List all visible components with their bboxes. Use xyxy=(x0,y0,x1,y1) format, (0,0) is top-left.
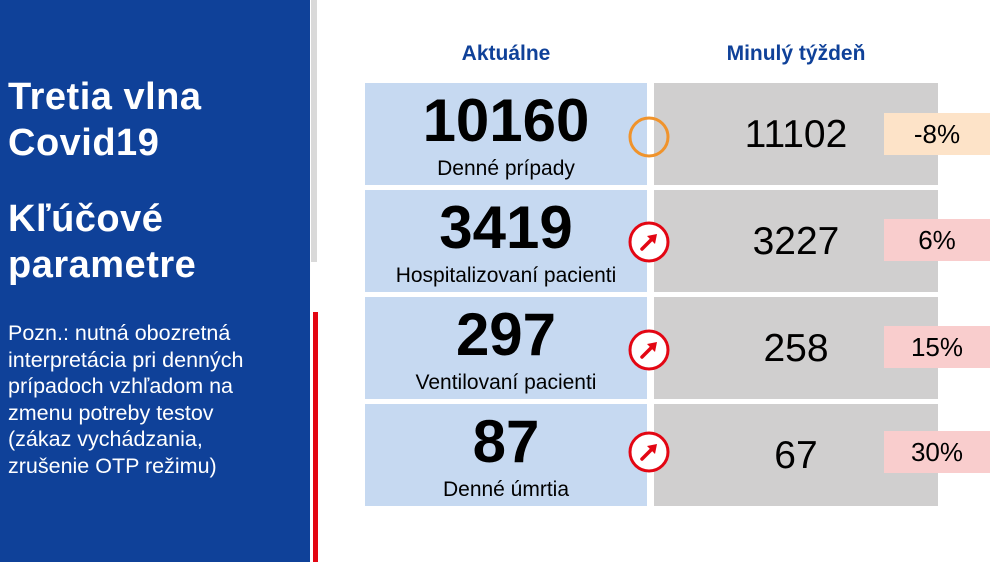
slide-subtitle-line-2: parametre xyxy=(8,244,197,286)
column-header-last-week: Minulý týždeň xyxy=(726,42,866,65)
current-cell-daily-cases: 10160 Denné prípady xyxy=(365,83,647,185)
current-value: 297 xyxy=(455,301,557,368)
column-header-current: Aktuálne xyxy=(461,42,551,65)
note-line: prípadoch vzhľadom na xyxy=(8,374,233,398)
current-cell-ventilated: 297 Ventilovaní pacienti xyxy=(365,297,647,399)
last-week-value: 258 xyxy=(763,327,829,370)
last-week-value: 11102 xyxy=(744,113,848,156)
change-badge: 30% xyxy=(884,431,990,473)
metric-label: Ventilovaní pacienti xyxy=(415,371,597,394)
divider-red xyxy=(313,312,318,562)
current-cell-hospitalized: 3419 Hospitalizovaní pacienti xyxy=(365,190,647,292)
slide-title-line-2: Covid19 xyxy=(8,122,160,164)
current-value: 3419 xyxy=(439,194,573,261)
current-value: 87 xyxy=(472,408,540,475)
slide-subtitle: Kľúčové parametre xyxy=(8,196,308,288)
change-badge: 15% xyxy=(884,326,990,368)
divider-gray xyxy=(311,0,317,262)
last-week-value: 67 xyxy=(774,434,818,477)
note-line: zmenu potreby testov xyxy=(8,400,214,425)
neutral-circle-icon xyxy=(628,116,670,158)
metric-label: Hospitalizovaní pacienti xyxy=(395,264,617,287)
trend-up-arrow-icon xyxy=(628,221,670,263)
note-line: zrušenie OTP režimu) xyxy=(8,453,217,478)
sidebar-panel: Tretia vlna Covid19 Kľúčové parametre Po… xyxy=(0,0,310,562)
change-badge: -8% xyxy=(884,113,990,155)
metric-label: Denné úmrtia xyxy=(442,478,570,501)
slide-subtitle-line-1: Kľúčové xyxy=(8,198,164,240)
change-badge: 6% xyxy=(884,219,990,261)
note-line: interpretácia pri denných xyxy=(8,347,244,372)
interpretation-note: Pozn.: nutná obozretná interpretácia pri… xyxy=(8,320,308,479)
trend-up-arrow-icon xyxy=(628,329,670,371)
last-week-value: 3227 xyxy=(752,220,840,263)
metric-label: Denné prípady xyxy=(437,157,575,180)
slide-title-line-1: Tretia vlna xyxy=(8,76,202,118)
current-value: 10160 xyxy=(422,87,590,154)
current-cell-deaths: 87 Denné úmrtia xyxy=(365,404,647,506)
trend-up-arrow-icon xyxy=(628,431,670,473)
note-line: (zákaz vychádzania, xyxy=(8,427,203,451)
note-line: Pozn.: nutná obozretná xyxy=(8,321,231,345)
slide-title: Tretia vlna Covid19 xyxy=(8,74,308,166)
